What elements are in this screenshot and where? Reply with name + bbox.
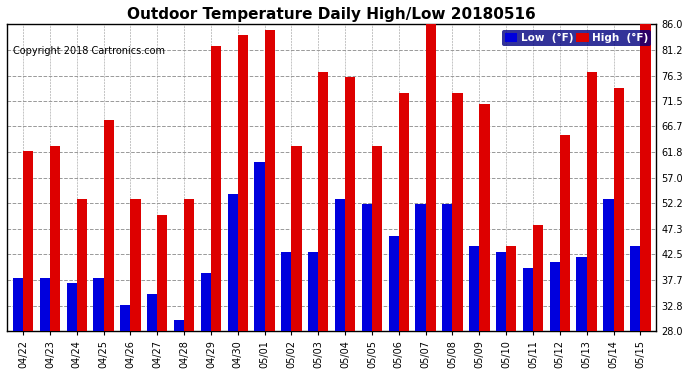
Bar [291,146,302,331]
Bar [238,35,248,331]
Bar [184,199,195,331]
Bar [66,284,77,331]
Bar [388,236,399,331]
Bar [506,246,516,331]
Bar [282,252,291,331]
Bar [23,152,33,331]
Bar [426,24,436,331]
Bar [415,204,426,331]
Bar [523,268,533,331]
Bar [40,278,50,331]
Bar [345,77,355,331]
Bar [496,252,506,331]
Bar [77,199,87,331]
Bar [13,278,23,331]
Bar [613,88,624,331]
Bar [576,257,586,331]
Bar [469,246,480,331]
Bar [211,46,221,331]
Bar [228,194,238,331]
Bar [93,278,104,331]
Bar [630,246,640,331]
Bar [603,199,613,331]
Bar [130,199,141,331]
Bar [372,146,382,331]
Bar [50,146,60,331]
Bar [335,199,345,331]
Bar [201,273,211,331]
Bar [550,262,560,331]
Bar [157,215,168,331]
Bar [560,135,570,331]
Bar [399,93,409,331]
Bar [318,72,328,331]
Bar [586,72,597,331]
Bar [640,24,651,331]
Bar [174,321,184,331]
Bar [308,252,318,331]
Bar [442,204,453,331]
Bar [104,120,114,331]
Bar [453,93,463,331]
Bar [147,294,157,331]
Bar [533,225,543,331]
Bar [362,204,372,331]
Bar [255,162,264,331]
Legend: Low  (°F), High  (°F): Low (°F), High (°F) [502,30,651,46]
Title: Outdoor Temperature Daily High/Low 20180516: Outdoor Temperature Daily High/Low 20180… [128,7,536,22]
Bar [480,104,489,331]
Bar [120,304,130,331]
Bar [264,30,275,331]
Text: Copyright 2018 Cartronics.com: Copyright 2018 Cartronics.com [13,46,166,56]
